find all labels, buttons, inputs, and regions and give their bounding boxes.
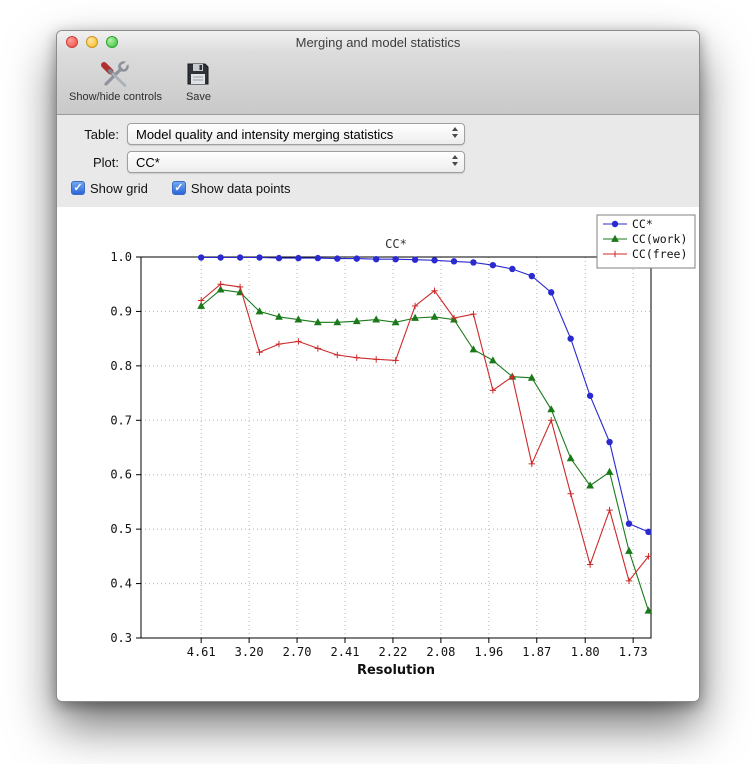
plot-dropdown[interactable]: CC* [127,151,465,173]
svg-text:0.9: 0.9 [110,304,132,318]
svg-text:2.22: 2.22 [378,645,407,659]
svg-text:3.20: 3.20 [235,645,264,659]
svg-text:CC(free): CC(free) [632,247,687,261]
show-grid-checkbox[interactable]: ✓ Show grid [71,181,148,196]
controls-panel: Table: Model quality and intensity mergi… [57,115,699,207]
table-dropdown-value: Model quality and intensity merging stat… [136,126,394,142]
svg-text:0.6: 0.6 [110,468,132,482]
app-window: Merging and model statistics Show/hide c… [56,30,700,702]
save-icon [186,57,210,91]
table-dropdown[interactable]: Model quality and intensity merging stat… [127,123,465,145]
titlebar[interactable]: Merging and model statistics [57,31,699,53]
plot-dropdown-value: CC* [136,154,160,170]
merging-statistics-chart: 0.3 0.4 0.5 0.6 0.7 0.8 0.9 1.0 4.61 3.20 2.70 2.41… [110,214,696,678]
checkmark-icon: ✓ [171,181,186,195]
svg-text:0.3: 0.3 [110,631,132,645]
save-button[interactable]: Save [182,56,215,104]
svg-text:2.41: 2.41 [331,645,360,659]
checkmark-icon: ✓ [71,181,85,195]
up-down-arrows-icon [452,155,458,166]
svg-text:CC*: CC* [385,237,407,251]
svg-text:2.70: 2.70 [283,645,312,659]
plot-label: Plot: [92,154,119,170]
tools-icon [98,57,132,91]
toolbar: Show/hide controls Save [57,53,699,115]
close-button[interactable] [66,36,78,48]
window-title: Merging and model statistics [295,34,461,50]
up-down-arrows-icon [452,127,458,138]
svg-text:CC*: CC* [632,217,653,231]
minimize-button[interactable] [86,36,98,48]
zoom-button[interactable] [106,36,118,48]
show-data-points-label: Show data points [190,180,291,196]
svg-text:0.4: 0.4 [110,577,132,591]
svg-text:0.7: 0.7 [110,413,132,427]
svg-text:CC(work): CC(work) [632,232,687,246]
traffic-lights [66,36,118,48]
svg-text:1.80: 1.80 [571,645,600,659]
svg-text:1.73: 1.73 [619,645,648,659]
svg-text:1.87: 1.87 [522,645,551,659]
svg-text:1.0: 1.0 [110,250,132,264]
show-data-points-checkbox[interactable]: ✓ Show data points [171,180,291,196]
svg-text:0.8: 0.8 [110,359,132,373]
show-hide-controls-label: Show/hide controls [69,91,162,103]
plot-region: 0.3 0.4 0.5 0.6 0.7 0.8 0.9 1.0 4.61 3.20 2.70 2.41… [57,207,699,701]
show-grid-label: Show grid [90,180,148,196]
svg-text:4.61: 4.61 [187,645,216,659]
table-label: Table: [84,126,119,142]
show-hide-controls-button[interactable]: Show/hide controls [65,56,166,104]
svg-text:2.08: 2.08 [426,645,455,659]
save-label: Save [185,91,212,103]
svg-text:0.5: 0.5 [110,522,132,536]
svg-text:Resolution: Resolution [357,663,435,678]
svg-text:1.96: 1.96 [474,645,503,659]
